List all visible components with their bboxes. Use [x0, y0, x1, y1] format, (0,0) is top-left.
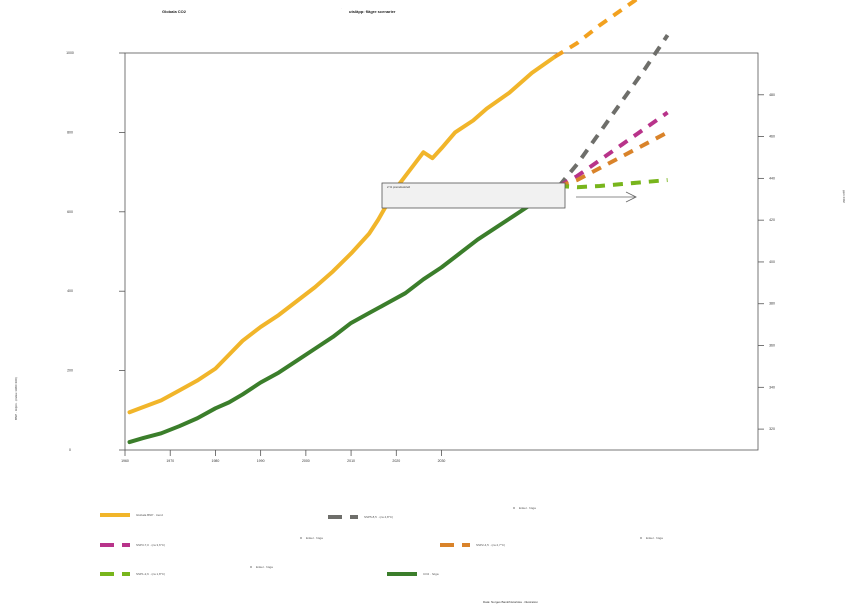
legend-label-5: SSP2-4,5 · (ca 2,7°C): [476, 543, 506, 547]
y-left-tick-label-600: 600: [67, 210, 73, 214]
y-right-tick-label-340: 340: [769, 385, 775, 389]
annotation-arrowhead: [625, 191, 637, 203]
legend-swatch-5: [440, 543, 470, 548]
scenario-line-2: [558, 110, 669, 188]
series-layer: [127, 54, 562, 445]
chart-title-right: utsläpp: flägre scenarier: [349, 9, 396, 14]
y-left-tick-label-800: 800: [67, 130, 73, 134]
scenario-layer: [553, 0, 670, 190]
legend-swatch-2: [513, 507, 515, 510]
x-tick-label-2030: 2030: [438, 459, 446, 463]
y-right-axis-label: ppm CO2: [842, 190, 846, 203]
chart-title-left: Globala CO2: [162, 9, 187, 14]
footer-source: Data: Norges Bank/historiska · illustrat…: [483, 600, 539, 604]
y-right-tick-label-420: 420: [769, 218, 775, 222]
x-tick-label-2010: 2010: [347, 459, 355, 463]
legend-swatch-7: [100, 572, 130, 577]
legend-item-3: SSP3-7,0 · (ca 3,6°C): [100, 543, 166, 548]
legend-swatch-8: [250, 566, 252, 569]
y-right-tick-label-360: 360: [769, 344, 775, 348]
legend-label-1: SSP5-8,5 · (ca 4,8°C): [364, 515, 394, 519]
x-tick-label-1980: 1980: [212, 459, 220, 463]
legend-item-6: Enkel · höga: [640, 536, 663, 540]
legend-item-9: CO2 · höga: [387, 572, 439, 577]
x-tick-label-1970: 1970: [166, 459, 174, 463]
legend-swatch-4: [300, 537, 302, 540]
legend-label-8: Enkel · höga: [256, 565, 273, 569]
legend-swatch-3: [100, 543, 130, 548]
series-line-1: [127, 183, 562, 445]
x-tick-label-2020: 2020: [392, 459, 400, 463]
scenario-line-3: [558, 130, 669, 188]
legend-item-4: Enkel · höga: [300, 536, 323, 540]
legend-swatch-0: [100, 513, 130, 518]
legend-item-2: Enkel · höga: [513, 506, 536, 510]
y-right-tick-label-460: 460: [769, 135, 775, 139]
plot-area-frame: [124, 52, 759, 451]
legend-item-8: Enkel · höga: [250, 565, 273, 569]
x-tick-label-1960: 1960: [121, 459, 129, 463]
legend-label-6: Enkel · höga: [646, 536, 663, 540]
annotation-text: 2 % preindustriell: [387, 185, 411, 189]
legend-item-7: SSP1-2,6 · (ca 1,8°C): [100, 572, 166, 577]
y-right-tick-label-400: 400: [769, 260, 775, 264]
legend-item-5: SSP2-4,5 · (ca 2,7°C): [440, 543, 506, 548]
legend-swatch-1: [328, 515, 358, 520]
header-dot: ·: [341, 6, 342, 10]
y-left-axis-label: BNP · miljön · (index 1960=100): [14, 377, 18, 420]
y-left-tick-label-200: 200: [67, 369, 73, 373]
legend-label-2: Enkel · höga: [519, 506, 536, 510]
legend-label-3: SSP3-7,0 · (ca 3,6°C): [136, 543, 166, 547]
scenario-line-0: [553, 0, 640, 59]
y-right-tick-label-380: 380: [769, 302, 775, 306]
y-right-tick-label-480: 480: [769, 93, 775, 97]
legend-label-0: Globala BNP · trend: [136, 513, 163, 517]
y-right-tick-label-320: 320: [769, 427, 775, 431]
legend-swatch-9: [387, 572, 417, 577]
x-axis: 1960 1970 1980 1990 2000 2010 2020 2030: [121, 450, 445, 463]
annotation-box: [381, 182, 566, 209]
y-left-tick-label-0: 0: [69, 448, 71, 452]
scenario-line-1: [557, 34, 670, 188]
y-right-tick-label-440: 440: [769, 176, 775, 180]
legend-label-4: Enkel · höga: [306, 536, 323, 540]
x-tick-label-2000: 2000: [302, 459, 310, 463]
scenario-line-4: [558, 178, 668, 190]
x-tick-label-1990: 1990: [257, 459, 265, 463]
y-left-tick-label-1000: 1000: [66, 51, 74, 55]
legend-item-1: SSP5-8,5 · (ca 4,8°C): [328, 515, 394, 520]
y-left-tick-label-400: 400: [67, 289, 73, 293]
legend-item-0: Globala BNP · trend: [100, 513, 163, 518]
legend-label-7: SSP1-2,6 · (ca 1,8°C): [136, 572, 166, 576]
legend-swatch-6: [640, 537, 642, 540]
series-line-0: [127, 54, 557, 415]
y-axis-left: 0 200 400 600 800 1000: [66, 51, 125, 452]
legend-label-9: CO2 · höga: [423, 572, 439, 576]
y-axis-right: 320 340 360 380 400 420 440 460 480: [758, 93, 775, 431]
